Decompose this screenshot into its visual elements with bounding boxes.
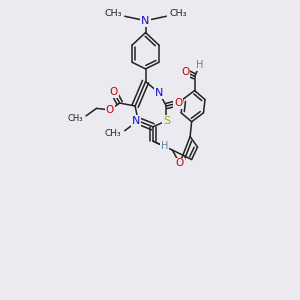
Text: H: H [160, 141, 168, 152]
Text: H: H [196, 60, 204, 70]
Text: O: O [174, 98, 182, 108]
Text: O: O [106, 105, 114, 115]
Text: O: O [176, 158, 184, 168]
Text: S: S [163, 116, 170, 126]
Text: CH₃: CH₃ [104, 129, 121, 138]
Text: CH₃: CH₃ [169, 9, 187, 18]
Text: N: N [155, 88, 163, 98]
Text: O: O [181, 67, 189, 77]
Text: CH₃: CH₃ [68, 114, 83, 123]
Text: O: O [110, 87, 118, 97]
Text: N: N [141, 16, 150, 26]
Text: CH₃: CH₃ [104, 9, 122, 18]
Text: N: N [131, 116, 140, 126]
